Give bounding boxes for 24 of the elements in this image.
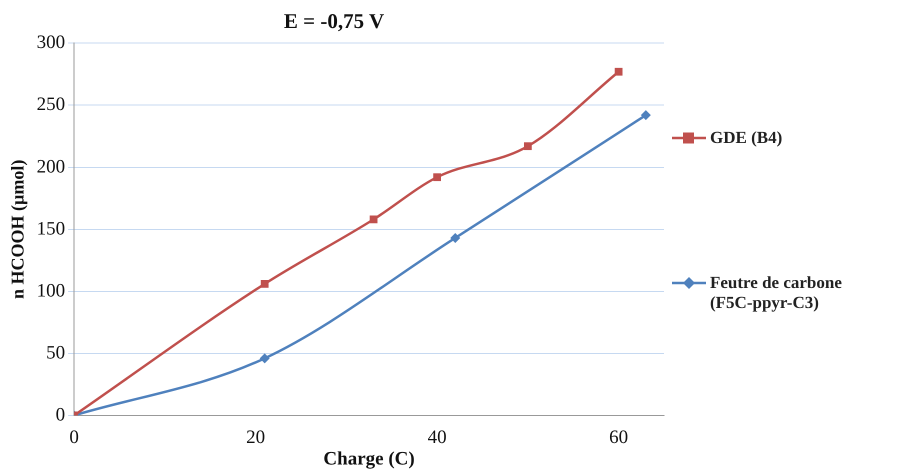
y-tick-label: 0 [56, 404, 66, 426]
x-tick-label: 60 [609, 426, 628, 448]
y-tick-label: 50 [46, 342, 66, 364]
y-axis-title: n HCOOH (µmol) [7, 160, 28, 299]
x-tick-label: 20 [246, 426, 266, 448]
point [614, 68, 623, 76]
legend-label: GDE (B4) [710, 128, 784, 148]
point [433, 173, 442, 182]
y-tick-label: 300 [36, 32, 66, 54]
y-tick-label: 250 [36, 94, 66, 116]
x-tick-label: 0 [69, 426, 79, 448]
point [260, 353, 270, 364]
x-tick-label: 40 [428, 426, 447, 448]
legend-label: Feutre de carbone (F5C-ppyr-C3) [710, 273, 843, 313]
point [260, 280, 269, 288]
chart-title: E = -0,75 V [284, 9, 384, 34]
point [640, 110, 651, 120]
point [524, 142, 532, 150]
y-tick-label: 100 [36, 280, 66, 302]
x-axis-title: Charge (C) [323, 448, 415, 470]
point [450, 232, 460, 243]
point [370, 215, 378, 224]
y-tick-label: 150 [36, 218, 66, 240]
y-tick-label: 200 [36, 156, 66, 178]
